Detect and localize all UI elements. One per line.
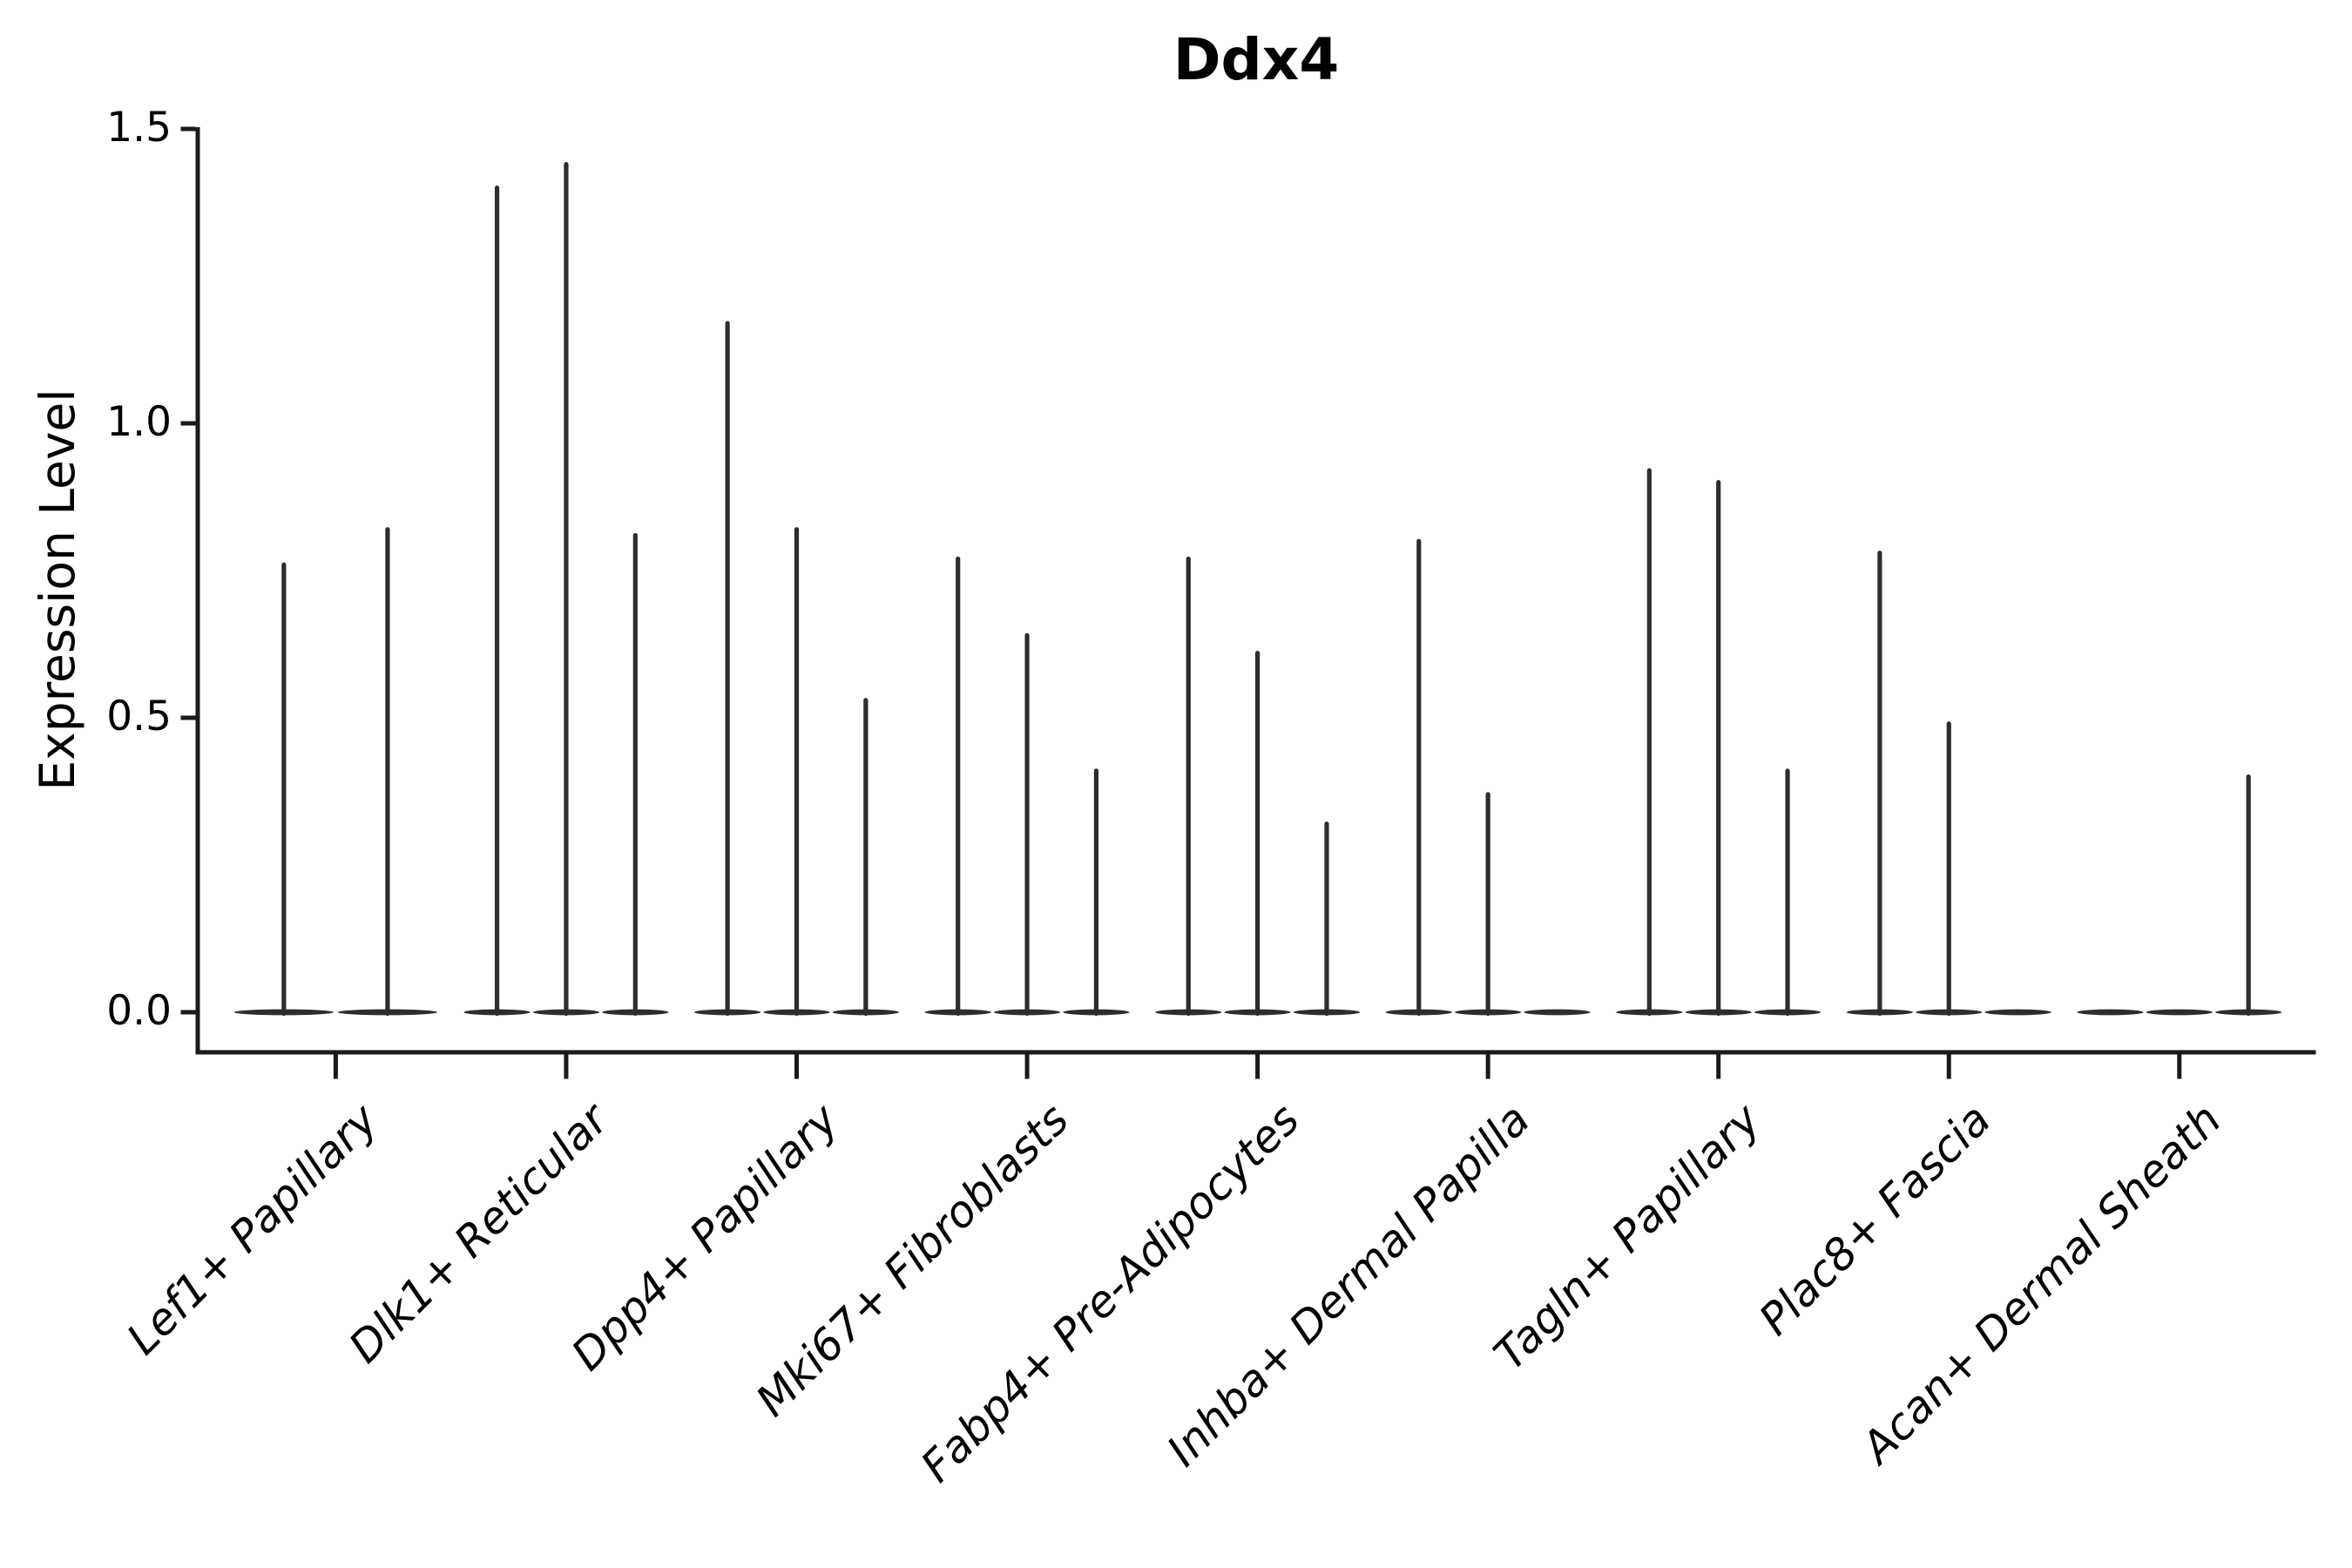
y-tick [180, 421, 196, 426]
violin-base [2077, 1009, 2144, 1016]
violin-base [1984, 1009, 2051, 1016]
y-tick [180, 126, 196, 132]
x-tick [1946, 1054, 1951, 1079]
violin-base [1524, 1009, 1591, 1016]
x-tick [333, 1054, 338, 1079]
y-axis-spine [195, 127, 200, 1055]
y-tick-label: 1.0 [106, 398, 172, 446]
x-tick [794, 1054, 799, 1079]
x-tick [1716, 1054, 1721, 1079]
x-axis-spine [195, 1050, 2316, 1055]
x-tick [1255, 1054, 1260, 1079]
chart-title: Ddx4 [1173, 26, 1340, 93]
x-tick [1485, 1054, 1490, 1079]
violin-base [2146, 1009, 2213, 1016]
x-tick [2177, 1054, 2182, 1079]
y-tick [180, 1010, 196, 1015]
y-tick-label: 1.5 [106, 104, 172, 152]
y-tick [180, 715, 196, 720]
x-tick [1024, 1054, 1030, 1079]
x-tick [564, 1054, 569, 1079]
y-tick-label: 0.5 [106, 693, 172, 740]
y-tick-label: 0.0 [106, 987, 172, 1035]
